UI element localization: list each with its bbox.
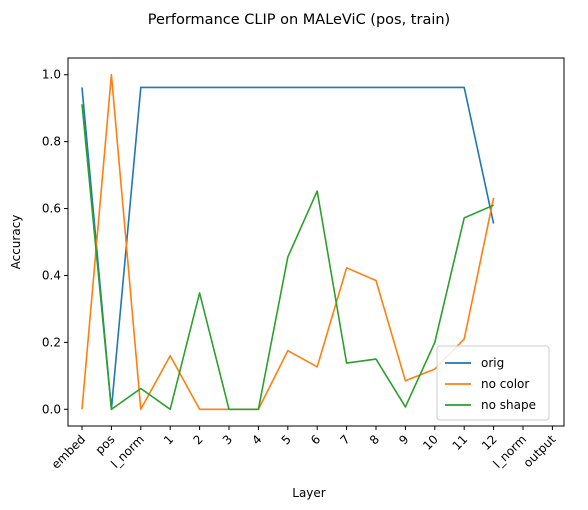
x-tick-label: pos: [93, 432, 118, 457]
series-line-no-shape: [81, 104, 494, 411]
y-tick-label: 0.4: [42, 268, 61, 282]
x-tick-label: 8: [367, 432, 382, 447]
x-tick-label: output: [521, 432, 559, 470]
plot-frame: [67, 57, 565, 427]
x-tick-label: embed: [49, 432, 88, 471]
x-tick-label: 12: [479, 432, 500, 453]
x-tick-label: 11: [450, 432, 471, 453]
legend: orig no color no shape: [436, 345, 550, 421]
series-line-no-color: [81, 73, 495, 411]
x-tick-label: 6: [308, 432, 323, 447]
y-tick-label: 0.2: [42, 335, 61, 349]
x-tick-label: 2: [190, 432, 205, 447]
x-tick-label: 10: [420, 432, 441, 453]
legend-label: no color: [481, 377, 529, 391]
legend-label: no shape: [481, 398, 536, 412]
x-tick-label: 7: [337, 432, 352, 447]
x-tick-label: 4: [249, 432, 264, 447]
x-axis-label: Layer: [292, 486, 326, 500]
chart-title: Performance CLIP on MALeViC (pos, train): [148, 12, 450, 28]
legend-label: orig: [481, 356, 504, 370]
x-tick-label: l_norm: [490, 432, 529, 471]
x-tick-label: l_norm: [108, 432, 147, 471]
series-lines: [81, 73, 495, 411]
y-tick-label: 0.6: [42, 202, 61, 216]
y-tick-label: 1.0: [42, 68, 61, 82]
x-tick-label: 9: [396, 432, 411, 447]
y-tick-label: 0.0: [42, 402, 61, 416]
legend-box: [436, 345, 550, 421]
x-tick-label: 3: [220, 432, 235, 447]
y-axis-label: Accuracy: [9, 215, 23, 270]
y-axis-ticks: 0.0 0.2 0.4 0.6 0.8 1.0: [42, 68, 68, 416]
y-tick-label: 0.8: [42, 135, 61, 149]
x-tick-label: 5: [279, 432, 294, 447]
x-tick-label: 1: [161, 432, 176, 447]
series-line-orig: [81, 86, 495, 411]
